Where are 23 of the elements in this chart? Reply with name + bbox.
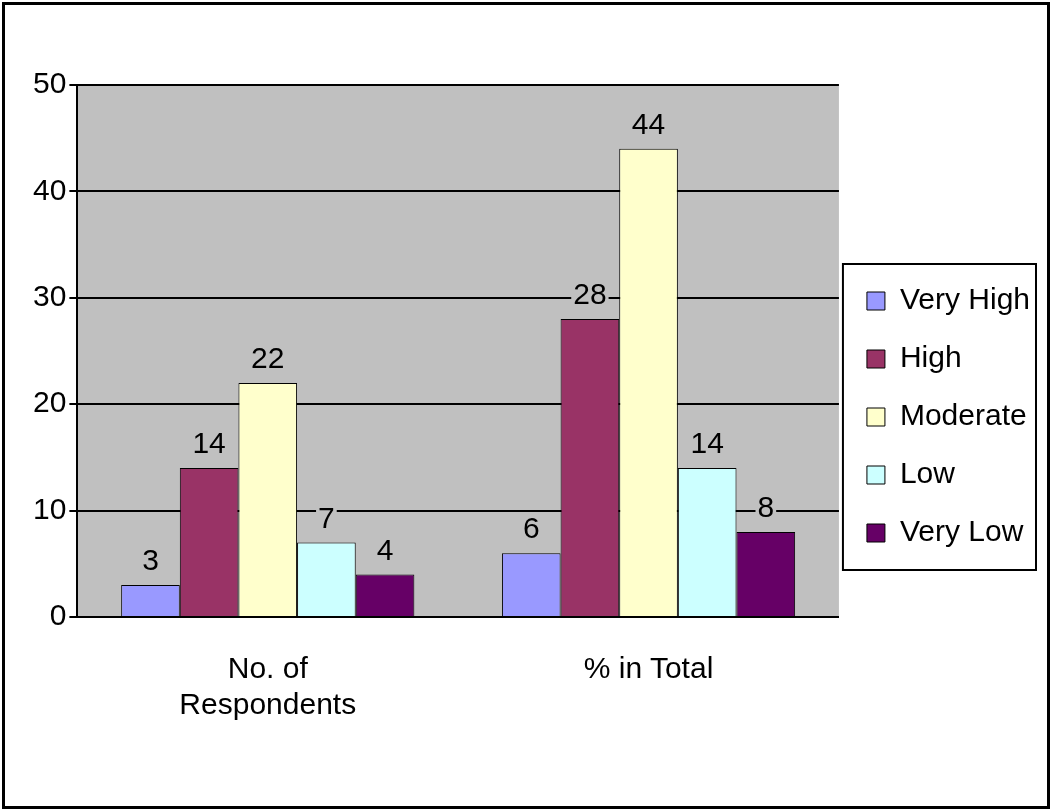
data-label: 7 (318, 500, 335, 534)
legend-label: Very Low (899, 514, 1024, 548)
x-tick-label: % in Total (583, 651, 714, 685)
data-label: 14 (690, 426, 724, 460)
data-label: 3 (142, 543, 159, 577)
legend-label: High (899, 340, 962, 374)
data-label: 28 (573, 277, 607, 311)
x-tick-label: No. of Respondents (179, 651, 357, 721)
y-tick-label: 20 (32, 385, 67, 419)
y-tick-label: 10 (32, 491, 67, 525)
data-label: 4 (376, 532, 394, 566)
data-label: 14 (192, 426, 226, 460)
data-label: 44 (631, 107, 666, 141)
legend-label: Moderate (899, 398, 1027, 432)
data-label: 6 (522, 511, 540, 545)
y-tick-label: 0 (49, 598, 67, 632)
y-tick-label: 50 (32, 66, 67, 100)
y-tick-label: 40 (32, 172, 67, 206)
legend-label: Very High (899, 282, 1031, 316)
data-label: 22 (251, 341, 285, 375)
data-label: 8 (757, 490, 775, 524)
y-tick-label: 30 (32, 279, 67, 313)
legend-label: Low (899, 456, 956, 490)
